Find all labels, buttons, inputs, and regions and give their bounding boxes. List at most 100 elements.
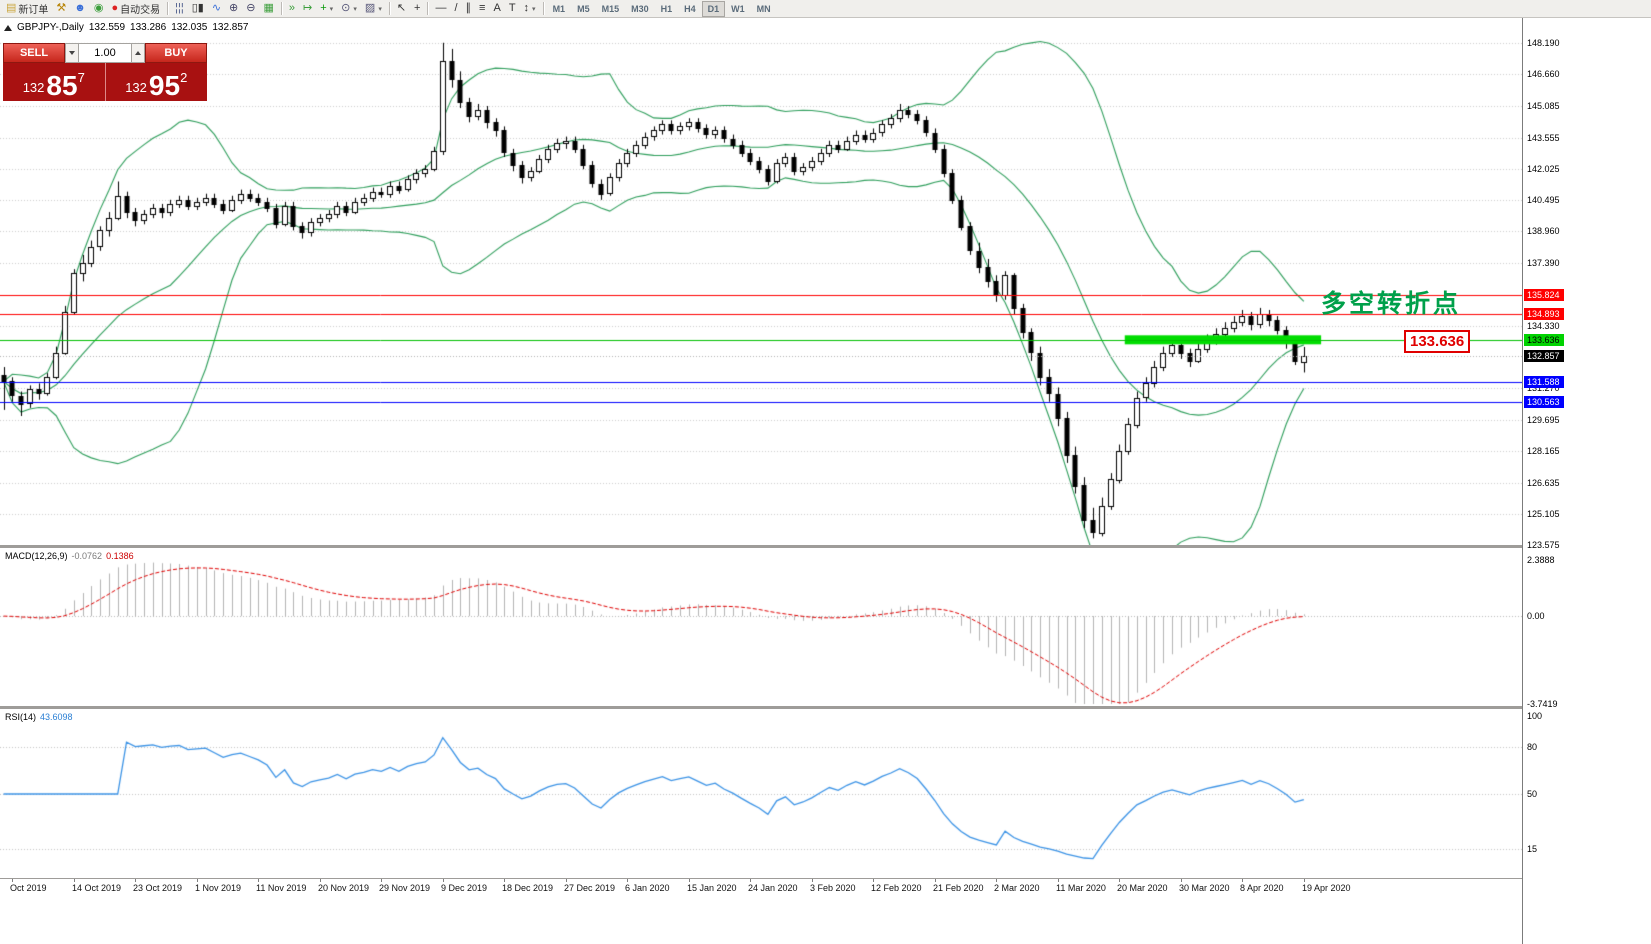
- time-axis-tick: [812, 879, 813, 882]
- symbol-ohlc-header: GBPJPY-,Daily 132.559 133.286 132.035 13…: [4, 22, 249, 33]
- chart-shift-icon: ↦: [303, 2, 313, 14]
- axis-price-label: 131.270: [1527, 383, 1560, 394]
- volume-up-button[interactable]: [131, 43, 145, 63]
- time-axis-label: 15 Jan 2020: [687, 883, 737, 893]
- ohlc-open: 132.559: [88, 22, 126, 33]
- price-axis[interactable]: 148.190 146.660 145.085 143.555 142.025 140.4…: [1522, 18, 1651, 944]
- cursor-button[interactable]: ↖: [393, 0, 410, 18]
- periods-button[interactable]: ⊙ ▾: [337, 0, 361, 18]
- time-axis-label: 27 Dec 2019: [564, 883, 616, 893]
- label-tool-button[interactable]: T: [505, 0, 520, 18]
- volume-down-button[interactable]: [65, 43, 79, 63]
- chevron-down-icon: ▾: [378, 5, 382, 13]
- ohlc-close: 132.857: [212, 22, 249, 33]
- arrows-tool-button[interactable]: ↕ ▾: [520, 0, 540, 18]
- timeframe-mn-button[interactable]: MN: [756, 3, 771, 14]
- horizontal-line-tool-button[interactable]: —: [431, 0, 450, 18]
- channel-tool-button[interactable]: ∥: [462, 0, 476, 18]
- axis-price-label: 128.165: [1527, 446, 1560, 457]
- price-tag-label: 132.857: [1524, 349, 1564, 362]
- auto-trading-icon: ●: [111, 2, 119, 14]
- timeframe-m5-button[interactable]: M5: [577, 3, 590, 14]
- new-order-button[interactable]: ▤ 新订单: [2, 0, 52, 18]
- time-axis-label: 12 Feb 2020: [871, 883, 922, 893]
- ohlc-low: 132.035: [171, 22, 208, 33]
- zoom-out-button[interactable]: ⊖: [242, 0, 259, 18]
- line-chart-mode-icon: ∿: [211, 2, 222, 14]
- chart-shift-button[interactable]: ↦: [299, 0, 316, 18]
- panel-separator[interactable]: [0, 706, 1651, 709]
- main-chart-canvas[interactable]: [0, 18, 1522, 545]
- price-tag-label: 131.588: [1524, 375, 1564, 388]
- symbol-title: GBPJPY-,Daily: [17, 22, 84, 33]
- time-axis-tick: [197, 879, 198, 882]
- time-axis-tick: [1304, 879, 1305, 882]
- axis-price-label: 125.105: [1527, 508, 1560, 519]
- indicators-button[interactable]: + ▾: [316, 0, 337, 18]
- ask-price-display[interactable]: 132 95 2: [105, 63, 207, 101]
- volume-input[interactable]: [79, 43, 131, 63]
- grid-toggle-button[interactable]: ▦: [259, 0, 277, 18]
- time-axis-label: 3 Feb 2020: [810, 883, 856, 893]
- trendline-tool-button[interactable]: /: [450, 0, 461, 18]
- auto-trading-button[interactable]: ● 自动交易: [107, 0, 164, 18]
- templates-button[interactable]: ▨ ▾: [361, 0, 386, 18]
- buy-button[interactable]: BUY: [145, 43, 207, 63]
- time-axis-label: 6 Jan 2020: [625, 883, 670, 893]
- timeframe-m1-button[interactable]: M1: [552, 3, 566, 14]
- time-axis-tick: [1242, 879, 1243, 882]
- time-axis-tick: [504, 879, 505, 882]
- fibonacci-tool-button[interactable]: ≡: [475, 0, 489, 18]
- time-axis-label: 8 Apr 2020: [1240, 883, 1284, 893]
- time-axis-tick: [381, 879, 382, 882]
- arrows-tool-icon: ↕: [523, 2, 530, 14]
- time-axis-tick: [689, 879, 690, 882]
- rsi-axis-label: 50: [1527, 789, 1538, 799]
- axis-price-label: 148.190: [1527, 38, 1560, 48]
- zoom-in-icon: ⊕: [229, 2, 239, 14]
- panel-separator[interactable]: [0, 545, 1651, 548]
- one-click-trading-widget: SELL BUY 132 85 7 132 95 2: [3, 43, 207, 101]
- rsi-canvas[interactable]: [0, 709, 1522, 878]
- sell-button[interactable]: SELL: [3, 43, 65, 63]
- time-axis-tick: [750, 879, 751, 882]
- text-tool-button[interactable]: A: [489, 0, 504, 18]
- time-axis-label: Oct 2019: [10, 883, 47, 893]
- axis-price-label: 126.635: [1527, 477, 1560, 488]
- alerts-sound-button[interactable]: ◉: [90, 0, 108, 18]
- time-axis-tick: [12, 879, 13, 882]
- time-axis-tick: [135, 879, 136, 882]
- time-axis-label: 20 Mar 2020: [1117, 883, 1168, 893]
- axis-price-label: 146.660: [1527, 69, 1560, 80]
- candlestick-mode-button[interactable]: ▯▮: [188, 0, 208, 18]
- price-tag-label: 130.563: [1524, 396, 1564, 409]
- rsi-title: RSI(14): [5, 712, 37, 722]
- timeframe-d1-button[interactable]: D1: [701, 0, 726, 17]
- market-watch-button[interactable]: ☻: [70, 0, 90, 18]
- timeframe-h4-button[interactable]: H4: [684, 3, 696, 14]
- macd-canvas[interactable]: [0, 548, 1522, 706]
- tools-hammer-button[interactable]: ⚒: [52, 0, 70, 18]
- time-axis-tick: [1058, 879, 1059, 882]
- timeframe-m15-button[interactable]: M15: [601, 3, 620, 14]
- time-axis-label: 24 Jan 2020: [748, 883, 798, 893]
- time-axis-tick: [935, 879, 936, 882]
- line-chart-mode-button[interactable]: ∿: [208, 0, 225, 18]
- timeframe-h1-button[interactable]: H1: [660, 3, 673, 14]
- time-axis-label: 1 Nov 2019: [195, 883, 242, 893]
- auto-scroll-button[interactable]: »: [285, 0, 299, 18]
- templates-icon: ▨: [364, 2, 376, 14]
- time-axis-label: 29 Nov 2019: [379, 883, 431, 893]
- time-axis-tick: [996, 879, 997, 882]
- zoom-in-button[interactable]: ⊕: [225, 0, 242, 18]
- horizontal-line-tool-icon: —: [435, 2, 447, 14]
- time-axis-tick: [566, 879, 567, 882]
- crosshair-button[interactable]: +: [410, 0, 424, 18]
- bar-chart-mode-button[interactable]: ¦¦¦: [171, 0, 188, 18]
- timeframe-m30-button[interactable]: M30: [631, 3, 649, 14]
- symbol-triangle-icon: [4, 24, 12, 31]
- timeframe-w1-button[interactable]: W1: [731, 3, 745, 14]
- time-axis-label: 11 Nov 2019: [256, 883, 307, 893]
- ask-prefix: 132: [125, 80, 147, 95]
- bid-price-display[interactable]: 132 85 7: [3, 63, 106, 101]
